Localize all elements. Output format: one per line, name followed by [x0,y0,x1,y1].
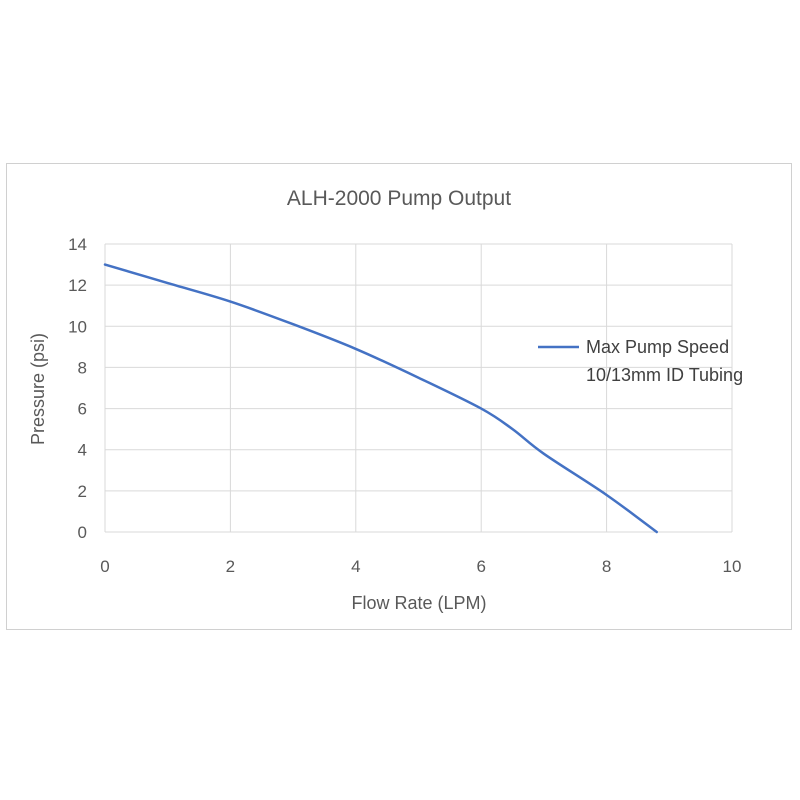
x-tick-label: 4 [351,557,360,576]
y-axis-label: Pressure (psi) [28,333,48,445]
x-tick-label: 0 [100,557,109,576]
x-tick-layer: 0 2 4 6 8 10 [100,557,741,576]
chart-svg: ALH-2000 Pump Output 0 2 4 6 8 10 12 14 0 2 4 6 8 10… [28,187,743,613]
y-tick-label: 2 [78,482,87,501]
y-tick-label: 8 [78,358,87,377]
x-tick-label: 6 [476,557,485,576]
legend: Max Pump Speed 10/13mm ID Tubing [538,337,743,385]
chart-title: ALH-2000 Pump Output [287,187,511,210]
x-axis-label: Flow Rate (LPM) [351,593,486,613]
y-tick-label: 14 [68,235,87,254]
series-layer [103,263,659,534]
x-tick-label: 10 [723,557,742,576]
series-line-max-pump-speed [103,263,659,534]
y-tick-layer: 0 2 4 6 8 10 12 14 [68,235,87,542]
y-tick-label: 12 [68,276,87,295]
y-tick-label: 4 [78,441,87,460]
y-tick-label: 0 [78,523,87,542]
x-tick-label: 8 [602,557,611,576]
y-tick-label: 6 [78,400,87,419]
grid-layer [104,243,733,533]
x-tick-label: 2 [226,557,235,576]
legend-label-line-1: Max Pump Speed [586,337,729,357]
y-tick-label: 10 [68,317,87,336]
chart-frame: ALH-2000 Pump Output 0 2 4 6 8 10 12 14 0 2 4 6 8 10… [6,163,792,630]
legend-label-line-2: 10/13mm ID Tubing [586,365,743,385]
